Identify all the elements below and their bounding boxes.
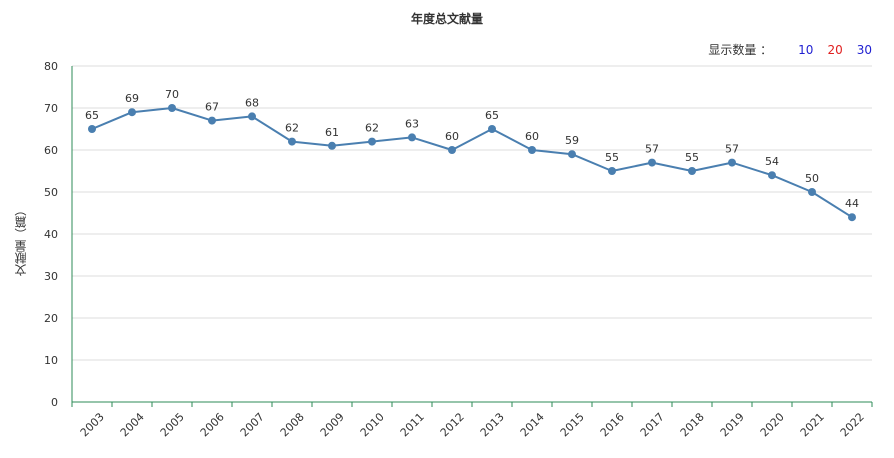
data-label: 65 <box>485 109 499 122</box>
data-point <box>128 108 136 117</box>
data-label: 50 <box>805 172 819 185</box>
data-point <box>408 133 416 142</box>
x-tick-label: 2003 <box>78 410 107 439</box>
data-point <box>728 158 736 167</box>
x-tick-label: 2014 <box>518 410 547 439</box>
data-label: 54 <box>765 155 779 168</box>
data-label: 60 <box>525 130 539 143</box>
data-label: 55 <box>605 151 619 164</box>
x-tick-label: 2020 <box>758 410 787 439</box>
data-point <box>488 125 496 133</box>
x-tick-label: 2010 <box>358 410 387 439</box>
x-tick-label: 2018 <box>678 410 707 439</box>
data-label: 63 <box>405 117 419 130</box>
data-point <box>248 112 256 121</box>
x-tick-label: 2013 <box>478 410 507 439</box>
y-tick-label: 60 <box>44 144 58 157</box>
data-label: 55 <box>685 151 699 164</box>
data-point <box>448 146 456 154</box>
data-point <box>648 158 656 167</box>
data-point <box>608 167 616 175</box>
data-point <box>808 188 816 196</box>
data-point <box>368 137 376 146</box>
data-label: 59 <box>565 134 579 147</box>
display-count-30-option[interactable]: 30 <box>856 42 872 57</box>
data-point <box>208 116 216 125</box>
data-point <box>168 104 176 112</box>
data-label: 60 <box>445 130 459 143</box>
x-tick-label: 2006 <box>198 410 227 439</box>
x-tick-label: 2015 <box>558 410 587 439</box>
x-tick-label: 2016 <box>598 410 627 439</box>
data-point <box>528 146 536 154</box>
data-label: 57 <box>725 143 739 156</box>
x-tick-label: 2005 <box>158 410 187 439</box>
y-tick-label: 10 <box>44 354 58 367</box>
x-tick-label: 2019 <box>718 410 747 439</box>
y-tick-label: 80 <box>44 60 58 73</box>
data-label: 70 <box>165 88 179 101</box>
x-tick-label: 2007 <box>238 410 267 439</box>
x-tick-label: 2021 <box>798 410 827 439</box>
y-tick-label: 70 <box>44 102 58 115</box>
chart-title: 年度总文献量 <box>410 12 483 26</box>
data-point <box>288 137 296 146</box>
data-label: 62 <box>365 122 379 135</box>
data-label: 69 <box>125 92 139 105</box>
series-line <box>91 107 853 219</box>
data-label: 67 <box>205 101 219 114</box>
display-count-20-option[interactable]: 20 <box>827 42 843 57</box>
data-label: 62 <box>285 122 299 135</box>
data-label: 68 <box>245 96 259 109</box>
x-tick-label: 2022 <box>838 410 867 439</box>
display-count-label: 显示数量 ： <box>708 43 773 57</box>
x-tick-label: 2012 <box>438 410 467 439</box>
y-tick-label: 0 <box>51 396 58 409</box>
x-tick-label: 2017 <box>638 410 667 439</box>
data-point <box>328 141 336 150</box>
data-point <box>568 150 576 159</box>
display-count-10-option[interactable]: 10 <box>798 42 814 57</box>
x-tick-label: 2011 <box>398 410 427 439</box>
data-point <box>768 171 776 180</box>
x-tick-label: 2008 <box>278 410 307 439</box>
y-tick-label: 50 <box>44 186 58 199</box>
y-tick-label: 20 <box>44 312 58 325</box>
data-point <box>88 125 96 133</box>
display-count-selector: 显示数量 ： 10 20 30 <box>708 41 872 58</box>
data-label: 57 <box>645 143 659 156</box>
x-tick-label: 2004 <box>118 410 147 439</box>
y-tick-label: 30 <box>44 270 58 283</box>
data-label: 65 <box>85 109 99 122</box>
x-tick-label: 2009 <box>318 410 347 439</box>
y-tick-label: 40 <box>44 228 58 241</box>
data-label: 44 <box>845 197 859 210</box>
data-label: 61 <box>325 126 339 139</box>
data-point <box>688 167 696 175</box>
data-point <box>848 213 856 222</box>
